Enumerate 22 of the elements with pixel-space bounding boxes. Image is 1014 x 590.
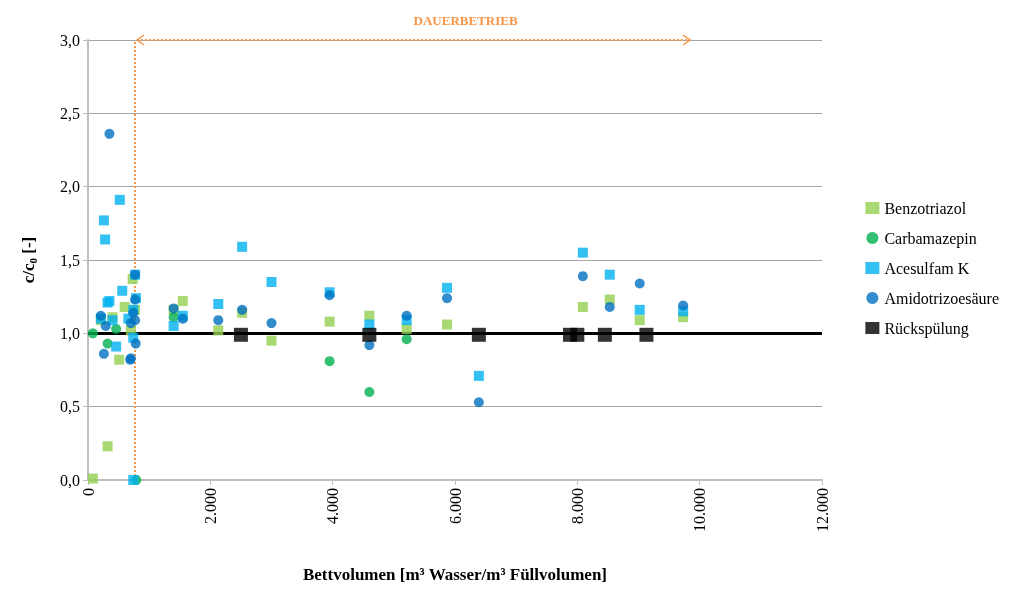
y-tick-label: 2,5 (60, 104, 80, 122)
y-tick-label: 3,0 (60, 31, 80, 49)
x-tick-label: 2.000 (201, 488, 219, 524)
x-tick-label: 10.000 (691, 488, 709, 532)
legend-label: Carbamazepin (884, 229, 977, 248)
x-tick-label: 4.000 (324, 488, 342, 524)
y-axis-title: c/c0 [-] (18, 236, 39, 284)
y-tick-label: 0,5 (60, 398, 80, 416)
x-tick-label: 6.000 (446, 488, 464, 524)
legend-label: Amidotrizoesäure (884, 289, 999, 307)
x-tick-label: 8.000 (568, 488, 586, 524)
x-tick-label: 0 (79, 488, 97, 496)
y-tick-label: 1,0 (60, 324, 80, 342)
legend-label: Acesulfam K (884, 259, 970, 277)
legend-label: Rückspülung (884, 319, 969, 338)
legend-label: Benzotriazol (884, 199, 967, 217)
x-tick-label: 12.000 (813, 488, 831, 532)
y-tick-label: 2,0 (60, 178, 80, 196)
x-axis-title: Bettvolumen [m³ Wasser/m³ Füllvolumen] (302, 565, 608, 584)
y-tick-label: 0,0 (60, 471, 80, 489)
text: DAUERBETRIEB (413, 13, 518, 28)
y-tick-label: 1,5 (60, 251, 80, 269)
